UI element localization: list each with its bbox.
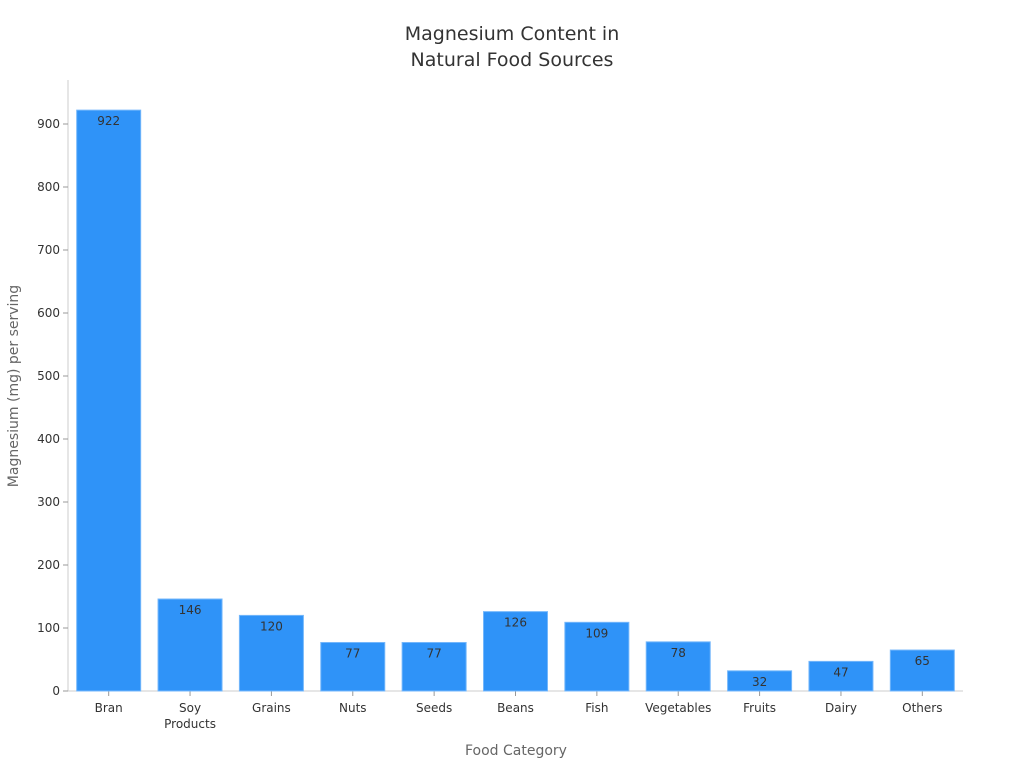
chart-title: Magnesium Content in Natural Food Sources <box>405 23 620 71</box>
y-tick-label: 800 <box>37 180 60 194</box>
data-label: 47 <box>833 665 848 679</box>
data-label: 120 <box>260 619 283 633</box>
chart-title-line: Natural Food Sources <box>411 49 614 71</box>
bar <box>401 641 467 692</box>
bar <box>645 641 711 692</box>
x-tick-label: Vegetables <box>645 701 711 715</box>
x-tick-label: Nuts <box>339 701 367 715</box>
y-tick-label: 600 <box>37 306 60 320</box>
x-tick-label: Products <box>164 717 216 731</box>
y-tick-label: 500 <box>37 369 60 383</box>
bar <box>727 670 793 692</box>
bar <box>483 611 548 692</box>
x-tick-label: Fish <box>585 701 608 715</box>
y-tick-label: 900 <box>37 117 60 131</box>
x-tick-label: Dairy <box>825 701 857 715</box>
data-label: 77 <box>426 646 441 660</box>
bar <box>564 621 630 692</box>
axes: 0 100 200 300 400 500 600 700 800 900 Bran Soy Produ… <box>37 80 963 731</box>
bars: 922 146 120 77 77 126 109 78 32 47 65 <box>76 109 955 692</box>
x-tick-label: Others <box>902 701 942 715</box>
data-label: 78 <box>671 646 686 660</box>
x-axis-label: Food Category <box>465 743 567 759</box>
y-tick-label: 200 <box>37 558 60 572</box>
x-tick-label: Grains <box>252 701 291 715</box>
chart-title-line: Magnesium Content in <box>405 23 620 45</box>
data-label: 65 <box>915 654 930 668</box>
x-tick-label: Soy <box>179 701 201 715</box>
y-tick-label: 0 <box>52 684 60 698</box>
data-label: 77 <box>345 646 360 660</box>
bar <box>808 660 874 692</box>
y-tick-label: 400 <box>37 432 60 446</box>
bar <box>889 649 955 692</box>
data-label: 146 <box>179 603 202 617</box>
bar <box>320 641 386 692</box>
bar <box>76 109 142 692</box>
x-tick-label: Bran <box>95 701 123 715</box>
bar <box>157 598 223 692</box>
x-tick-label: Beans <box>497 701 534 715</box>
y-tick-label: 300 <box>37 495 60 509</box>
data-label: 32 <box>752 675 767 689</box>
y-tick-label: 700 <box>37 243 60 257</box>
data-label: 126 <box>504 616 527 630</box>
bar <box>238 614 304 692</box>
data-label: 109 <box>585 626 608 640</box>
x-tick-label: Seeds <box>416 701 452 715</box>
y-tick-label: 100 <box>37 621 60 635</box>
y-axis-label: Magnesium (mg) per serving <box>6 285 22 487</box>
data-label: 922 <box>97 114 120 128</box>
x-tick-label: Fruits <box>743 701 776 715</box>
